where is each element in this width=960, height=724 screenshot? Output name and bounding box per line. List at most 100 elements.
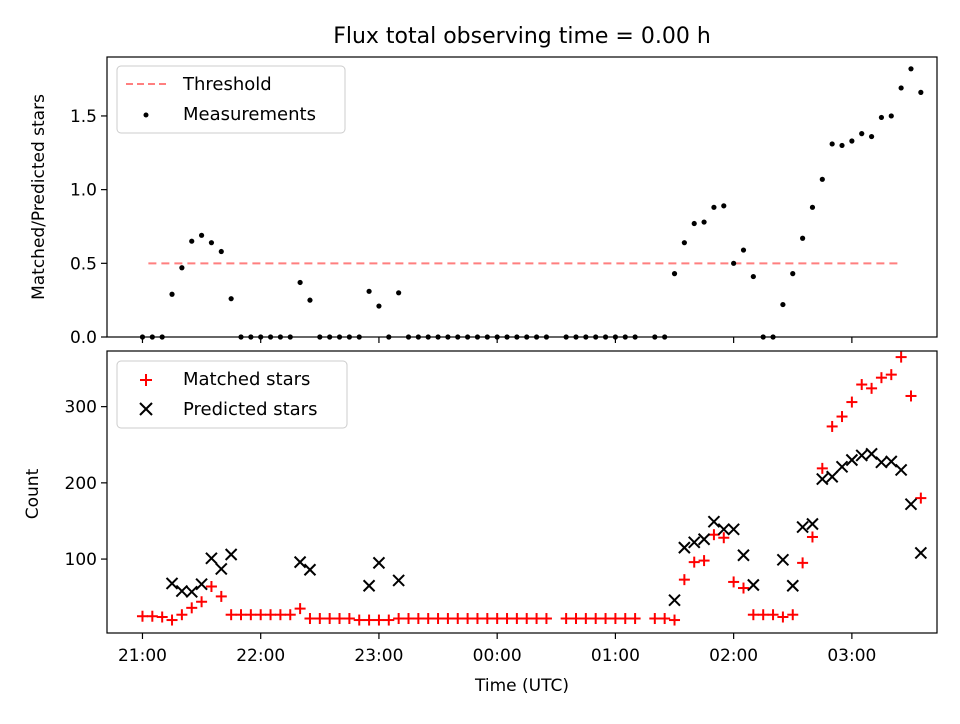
matched-star-point [196, 596, 208, 608]
matched-star-point [600, 613, 612, 625]
predicted-star-point [165, 577, 179, 590]
x-tick-label: 01:00 [591, 646, 640, 666]
matched-star-point [737, 582, 749, 594]
matched-star-point [649, 613, 661, 625]
matched-star-point [669, 614, 681, 626]
matched-star-point [708, 529, 720, 541]
matched-star-point [136, 610, 148, 622]
matched-star-point [905, 390, 917, 402]
predicted-star-point [668, 594, 681, 607]
legend-matched-label: Matched stars [183, 369, 310, 390]
ratio-plot-content [139, 66, 924, 340]
predicted-star-point [175, 584, 189, 598]
matched-star-point [471, 613, 483, 625]
chart-title: Flux total observing time = 0.00 h [333, 24, 711, 49]
predicted-star-point [865, 447, 878, 461]
matched-star-point [580, 613, 592, 625]
predicted-star-point [894, 463, 908, 477]
predicted-star-point [707, 515, 721, 528]
matched-star-point [698, 555, 710, 567]
matched-star-point [176, 609, 188, 621]
predicted-star-point [845, 453, 859, 467]
ratio-y-tick-label: 1.0 [70, 181, 97, 201]
ratio-panel: Flux total observing time = 0.00 h Match… [29, 24, 938, 348]
measurement-point [780, 301, 786, 308]
measurement-point [750, 273, 756, 280]
predicted-star-point [825, 470, 839, 483]
measurement-point [790, 271, 796, 277]
matched-star-point [452, 613, 464, 625]
predicted-star-point [293, 555, 307, 569]
predicted-star-point [855, 449, 868, 462]
predicted-star-point [776, 553, 790, 567]
measurement-point [859, 131, 865, 137]
ratio-y-tick-label: 0.0 [70, 328, 97, 348]
measurement-point [366, 288, 372, 294]
count-y-tick-label: 100 [65, 550, 97, 570]
measurement-point [376, 303, 382, 309]
matched-star-point [688, 556, 700, 568]
matched-star-point [619, 613, 631, 625]
predicted-star-point [205, 552, 218, 565]
matched-star-point [265, 609, 277, 621]
count-axis-ticks: 100 200 300 21:00 22:00 23:00 00:00 01:00 02:00 0… [65, 398, 877, 666]
measurement-point [829, 141, 835, 147]
predicted-star-point [185, 585, 198, 599]
matched-star-point [866, 382, 878, 394]
predicted-star-point [303, 563, 317, 576]
predicted-star-point [717, 523, 730, 536]
measurement-point [809, 204, 816, 210]
measurement-point [681, 240, 687, 246]
matched-star-point [186, 602, 198, 614]
measurement-point [868, 133, 875, 140]
matched-star-point [343, 613, 355, 625]
matched-star-point [442, 613, 454, 625]
predicted-star-point [816, 472, 829, 486]
predicted-star-point [786, 579, 799, 592]
count-legend-box [116, 360, 348, 429]
measurement-point [297, 279, 303, 286]
matched-star-point [373, 614, 385, 626]
matched-star-point [255, 609, 267, 621]
predicted-star-point [835, 460, 849, 474]
ratio-y-tick-label: 1.5 [70, 107, 97, 127]
count-plot-content [136, 351, 928, 626]
matched-star-point [787, 609, 799, 621]
predicted-star-point [697, 533, 711, 546]
matched-star-point [570, 613, 582, 625]
count-plot-frame [106, 350, 938, 634]
predicted-star-point [372, 556, 386, 570]
x-tick-label: 21:00 [118, 646, 167, 666]
matched-star-point [521, 613, 533, 625]
measurement-point [218, 248, 224, 255]
measurement-point [819, 176, 825, 182]
predicted-star-point [392, 574, 405, 587]
predicted-star-point [688, 536, 701, 549]
ratio-legend: Threshold Measurements [116, 65, 346, 134]
matched-star-point [225, 609, 237, 621]
ratio-plot-frame [106, 56, 938, 338]
ratio-y-tick-label: 0.5 [70, 254, 97, 274]
matched-star-point [629, 613, 641, 625]
measurement-point [740, 247, 747, 253]
matched-star-point [235, 609, 247, 621]
x-tick-label: 23:00 [354, 646, 403, 666]
predicted-star-point [885, 455, 898, 468]
matched-star-point [757, 609, 769, 621]
measurement-point [691, 220, 697, 227]
matched-star-point [481, 613, 493, 625]
matched-star-point [915, 492, 927, 504]
measurement-point [800, 235, 806, 241]
measurement-point [169, 291, 175, 297]
matched-star-point [245, 609, 257, 621]
measurement-point [839, 142, 845, 149]
matched-star-point [284, 609, 296, 621]
matched-star-point [383, 614, 395, 626]
matched-star-point [747, 609, 759, 621]
matched-star-point [314, 613, 326, 625]
measurement-point [849, 138, 855, 144]
measurement-point [721, 203, 727, 209]
x-tick-label: 02:00 [709, 646, 758, 666]
predicted-star-point [195, 578, 208, 591]
x-tick-label: 00:00 [473, 646, 522, 666]
